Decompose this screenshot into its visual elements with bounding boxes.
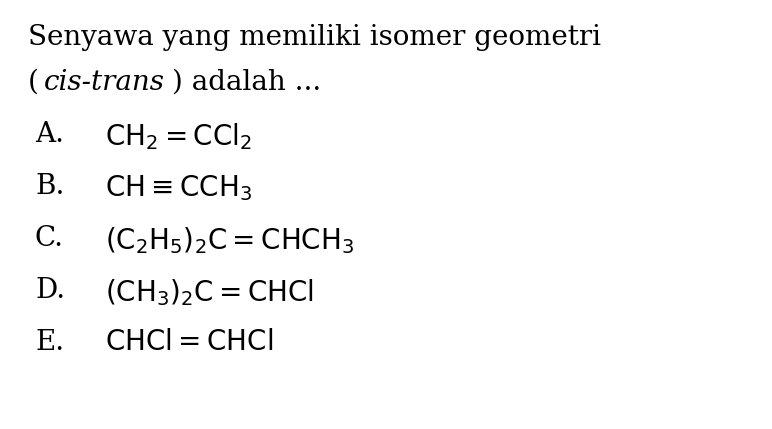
Text: C.: C. [35,225,64,252]
Text: $\mathrm{(C_2H_5)_2C{=}CHCH_3}$: $\mathrm{(C_2H_5)_2C{=}CHCH_3}$ [105,225,354,256]
Text: $\mathrm{CH{\equiv}CCH_3}$: $\mathrm{CH{\equiv}CCH_3}$ [105,173,252,203]
Text: cis-trans: cis-trans [44,69,165,96]
Text: Senyawa yang memiliki isomer geometri: Senyawa yang memiliki isomer geometri [28,24,601,51]
Text: A.: A. [35,121,64,148]
Text: $\mathrm{CHCl{=}CHCl}$: $\mathrm{CHCl{=}CHCl}$ [105,329,273,356]
Text: $\mathrm{(CH_3)_2C{=}CHCl}$: $\mathrm{(CH_3)_2C{=}CHCl}$ [105,277,314,308]
Text: D.: D. [35,277,65,304]
Text: (: ( [28,69,39,96]
Text: B.: B. [35,173,64,200]
Text: E.: E. [35,329,64,356]
Text: $\mathrm{CH_2{=}CCl_2}$: $\mathrm{CH_2{=}CCl_2}$ [105,121,252,152]
Text: ) adalah ...: ) adalah ... [172,69,321,96]
